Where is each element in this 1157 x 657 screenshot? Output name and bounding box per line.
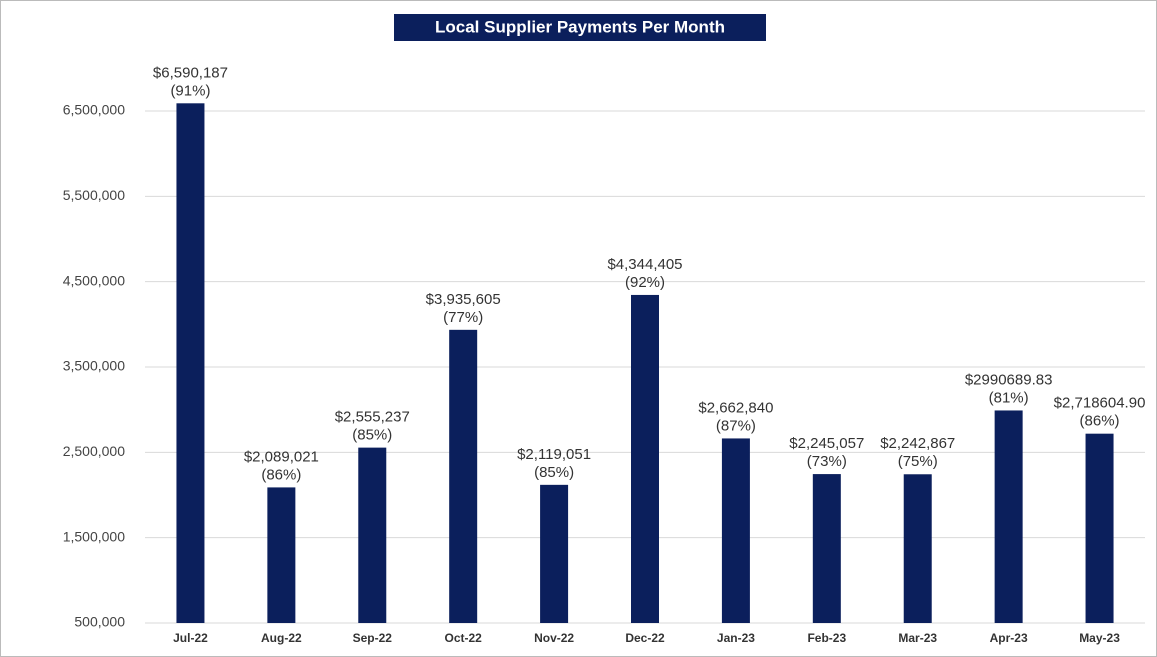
percent-label: (86%)	[1080, 413, 1120, 430]
value-label: $3,935,605	[426, 291, 501, 308]
bar	[358, 447, 387, 623]
value-label: $2990689.83	[965, 371, 1053, 388]
bar	[903, 474, 932, 623]
x-tick-label: Aug-22	[261, 631, 302, 645]
value-label: $2,119,051	[517, 446, 591, 463]
value-label: $4,344,405	[607, 256, 682, 273]
y-tick-label: 5,500,000	[63, 187, 125, 203]
value-label: $2,242,867	[880, 435, 955, 452]
value-label: $2,555,237	[335, 409, 410, 426]
x-tick-label: Dec-22	[625, 631, 665, 645]
value-label: $6,590,187	[153, 64, 228, 81]
chart-title: Local Supplier Payments Per Month	[435, 17, 725, 36]
x-tick-label: Mar-23	[898, 631, 937, 645]
x-tick-label: Oct-22	[445, 631, 483, 645]
x-tick-label: Feb-23	[807, 631, 846, 645]
percent-label: (85%)	[352, 427, 392, 444]
percent-label: (87%)	[716, 417, 756, 434]
x-tick-label: Jan-23	[717, 631, 755, 645]
bar	[721, 438, 750, 623]
value-label: $2,718604.90	[1054, 395, 1146, 412]
x-tick-label: Jul-22	[173, 631, 208, 645]
bar	[176, 103, 205, 624]
value-label: $2,089,021	[244, 448, 319, 465]
y-tick-label: 4,500,000	[63, 272, 125, 288]
percent-label: (86%)	[261, 466, 301, 483]
percent-label: (73%)	[807, 453, 847, 470]
bar	[994, 410, 1023, 623]
x-tick-label: Sep-22	[353, 631, 393, 645]
percent-label: (85%)	[534, 464, 574, 481]
y-tick-label: 500,000	[74, 614, 125, 630]
percent-label: (75%)	[898, 453, 938, 470]
x-tick-label: Apr-23	[990, 631, 1028, 645]
percent-label: (92%)	[625, 274, 665, 291]
y-tick-label: 2,500,000	[63, 443, 125, 459]
value-label: $2,245,057	[789, 435, 864, 452]
bar	[812, 474, 841, 623]
bar	[267, 487, 296, 623]
y-tick-label: 6,500,000	[63, 102, 125, 118]
y-tick-label: 1,500,000	[63, 528, 125, 544]
bar	[1085, 433, 1114, 623]
x-tick-label: Nov-22	[534, 631, 574, 645]
bar	[631, 294, 659, 623]
y-tick-label: 3,500,000	[63, 358, 125, 374]
title-box	[394, 14, 766, 41]
percent-label: (91%)	[170, 82, 210, 99]
bar	[449, 329, 478, 623]
bar	[540, 484, 569, 623]
value-label: $2,662,840	[698, 399, 773, 416]
percent-label: (77%)	[443, 309, 483, 326]
percent-label: (81%)	[989, 389, 1029, 406]
x-tick-label: May-23	[1079, 631, 1120, 645]
